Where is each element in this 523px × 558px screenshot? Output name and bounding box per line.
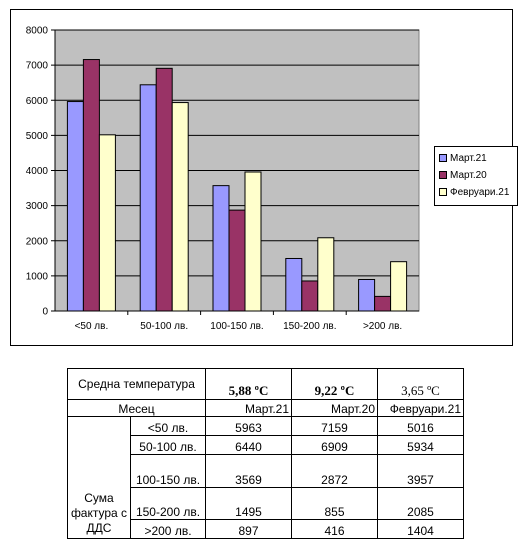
value-cell: 416 (291, 519, 378, 539)
x-tick-label: 100-150 лв. (210, 321, 263, 332)
table-row: Месец Март.21 Март.20 Февруари.21 (67, 399, 464, 417)
data-table: Средна температура 5,88 ºC 9,22 ºC 3,65 … (67, 368, 464, 539)
value-cell: 3957 (377, 454, 464, 488)
x-tick-label: 50-100 лв. (140, 321, 188, 332)
value-cell: 2085 (377, 487, 464, 520)
bar-chart: 0 1000 2000 3000 4000 5000 6000 7000 8000 <50 лв.… (26, 26, 420, 332)
month-label: Месец (67, 399, 206, 417)
row-label: 150-200 лв. (130, 487, 206, 520)
bar (228, 209, 246, 312)
table-row: >200 лв. 897 416 1404 (68, 519, 464, 539)
value-cell: 2872 (291, 454, 378, 488)
month-cell: Март.21 (205, 399, 292, 417)
value-cell: 5963 (205, 416, 292, 436)
row-label: 50-100 лв. (130, 435, 206, 455)
row-label: 100-150 лв. (130, 454, 206, 488)
bar (285, 257, 303, 312)
bar (244, 171, 262, 312)
chart-legend: Март.21 Март.20 Февруари.21 (434, 146, 518, 206)
legend-label: Март.20 (450, 170, 487, 181)
bar (212, 185, 230, 312)
legend-item-1: Март.21 (439, 153, 487, 165)
month-cell: Март.20 (291, 399, 378, 417)
legend-swatch (439, 171, 447, 180)
bar (390, 261, 408, 312)
x-tick-label: >200 лв. (363, 321, 402, 332)
value-cell: 855 (291, 487, 378, 520)
temp-cell: 9,22 ºC (291, 368, 378, 400)
value-cell: 5016 (377, 416, 464, 436)
bar (171, 102, 189, 312)
bar (358, 278, 376, 312)
bar (374, 295, 392, 312)
temp-cell: 5,88 ºC (205, 368, 292, 400)
group-label: Сума фактура с ДДС (67, 416, 131, 539)
value-cell: 5934 (377, 435, 464, 455)
y-tick-label: 5000 (26, 131, 49, 142)
value-cell: 3569 (205, 454, 292, 488)
month-cell: Февруари.21 (377, 399, 464, 417)
y-tick-label: 4000 (26, 166, 49, 177)
value-cell: 7159 (291, 416, 378, 436)
value-cell: 1404 (377, 519, 464, 539)
bar (98, 134, 116, 312)
x-tick-label: 150-200 лв. (283, 321, 336, 332)
chart-container: 0 1000 2000 3000 4000 5000 6000 7000 8000 <50 лв.… (10, 9, 518, 346)
value-cell: 6909 (291, 435, 378, 455)
y-tick-label: 8000 (26, 26, 49, 37)
legend-label: Февруари.21 (450, 187, 510, 198)
y-tick-label: 0 (42, 307, 48, 318)
y-tick-label: 2000 (26, 236, 49, 247)
value-cell: 1495 (205, 487, 292, 520)
temp-label: Средна температура (67, 368, 206, 400)
y-tick-label: 3000 (26, 201, 49, 212)
table-row: 50-100 лв. 6440 6909 5934 (68, 435, 464, 455)
row-label: <50 лв. (130, 416, 206, 436)
value-cell: 897 (205, 519, 292, 539)
table-row: Средна температура 5,88 ºC 9,22 ºC 3,65 … (67, 368, 464, 400)
legend-swatch (439, 188, 447, 197)
bar (82, 59, 100, 312)
value-cell: 6440 (205, 435, 292, 455)
legend-item-2: Март.20 (439, 170, 487, 182)
temp-cell: 3,65 ºC (377, 368, 464, 400)
bar (301, 280, 319, 312)
bar (139, 84, 157, 312)
bar (317, 237, 335, 312)
bar (155, 67, 173, 312)
y-tick-label: 7000 (26, 61, 49, 72)
legend-label: Март.21 (450, 153, 487, 164)
y-tick-label: 1000 (26, 271, 49, 282)
table-row: Сума фактура с ДДС <50 лв. 5963 7159 501… (67, 416, 464, 539)
legend-item-3: Февруари.21 (439, 187, 509, 199)
row-label: >200 лв. (130, 519, 206, 539)
legend-swatch (439, 154, 447, 163)
x-tick-label: <50 лв. (75, 321, 109, 332)
y-tick-label: 6000 (26, 96, 49, 107)
bar (66, 101, 84, 312)
table-row: 100-150 лв. 3569 2872 3957 (68, 454, 464, 488)
